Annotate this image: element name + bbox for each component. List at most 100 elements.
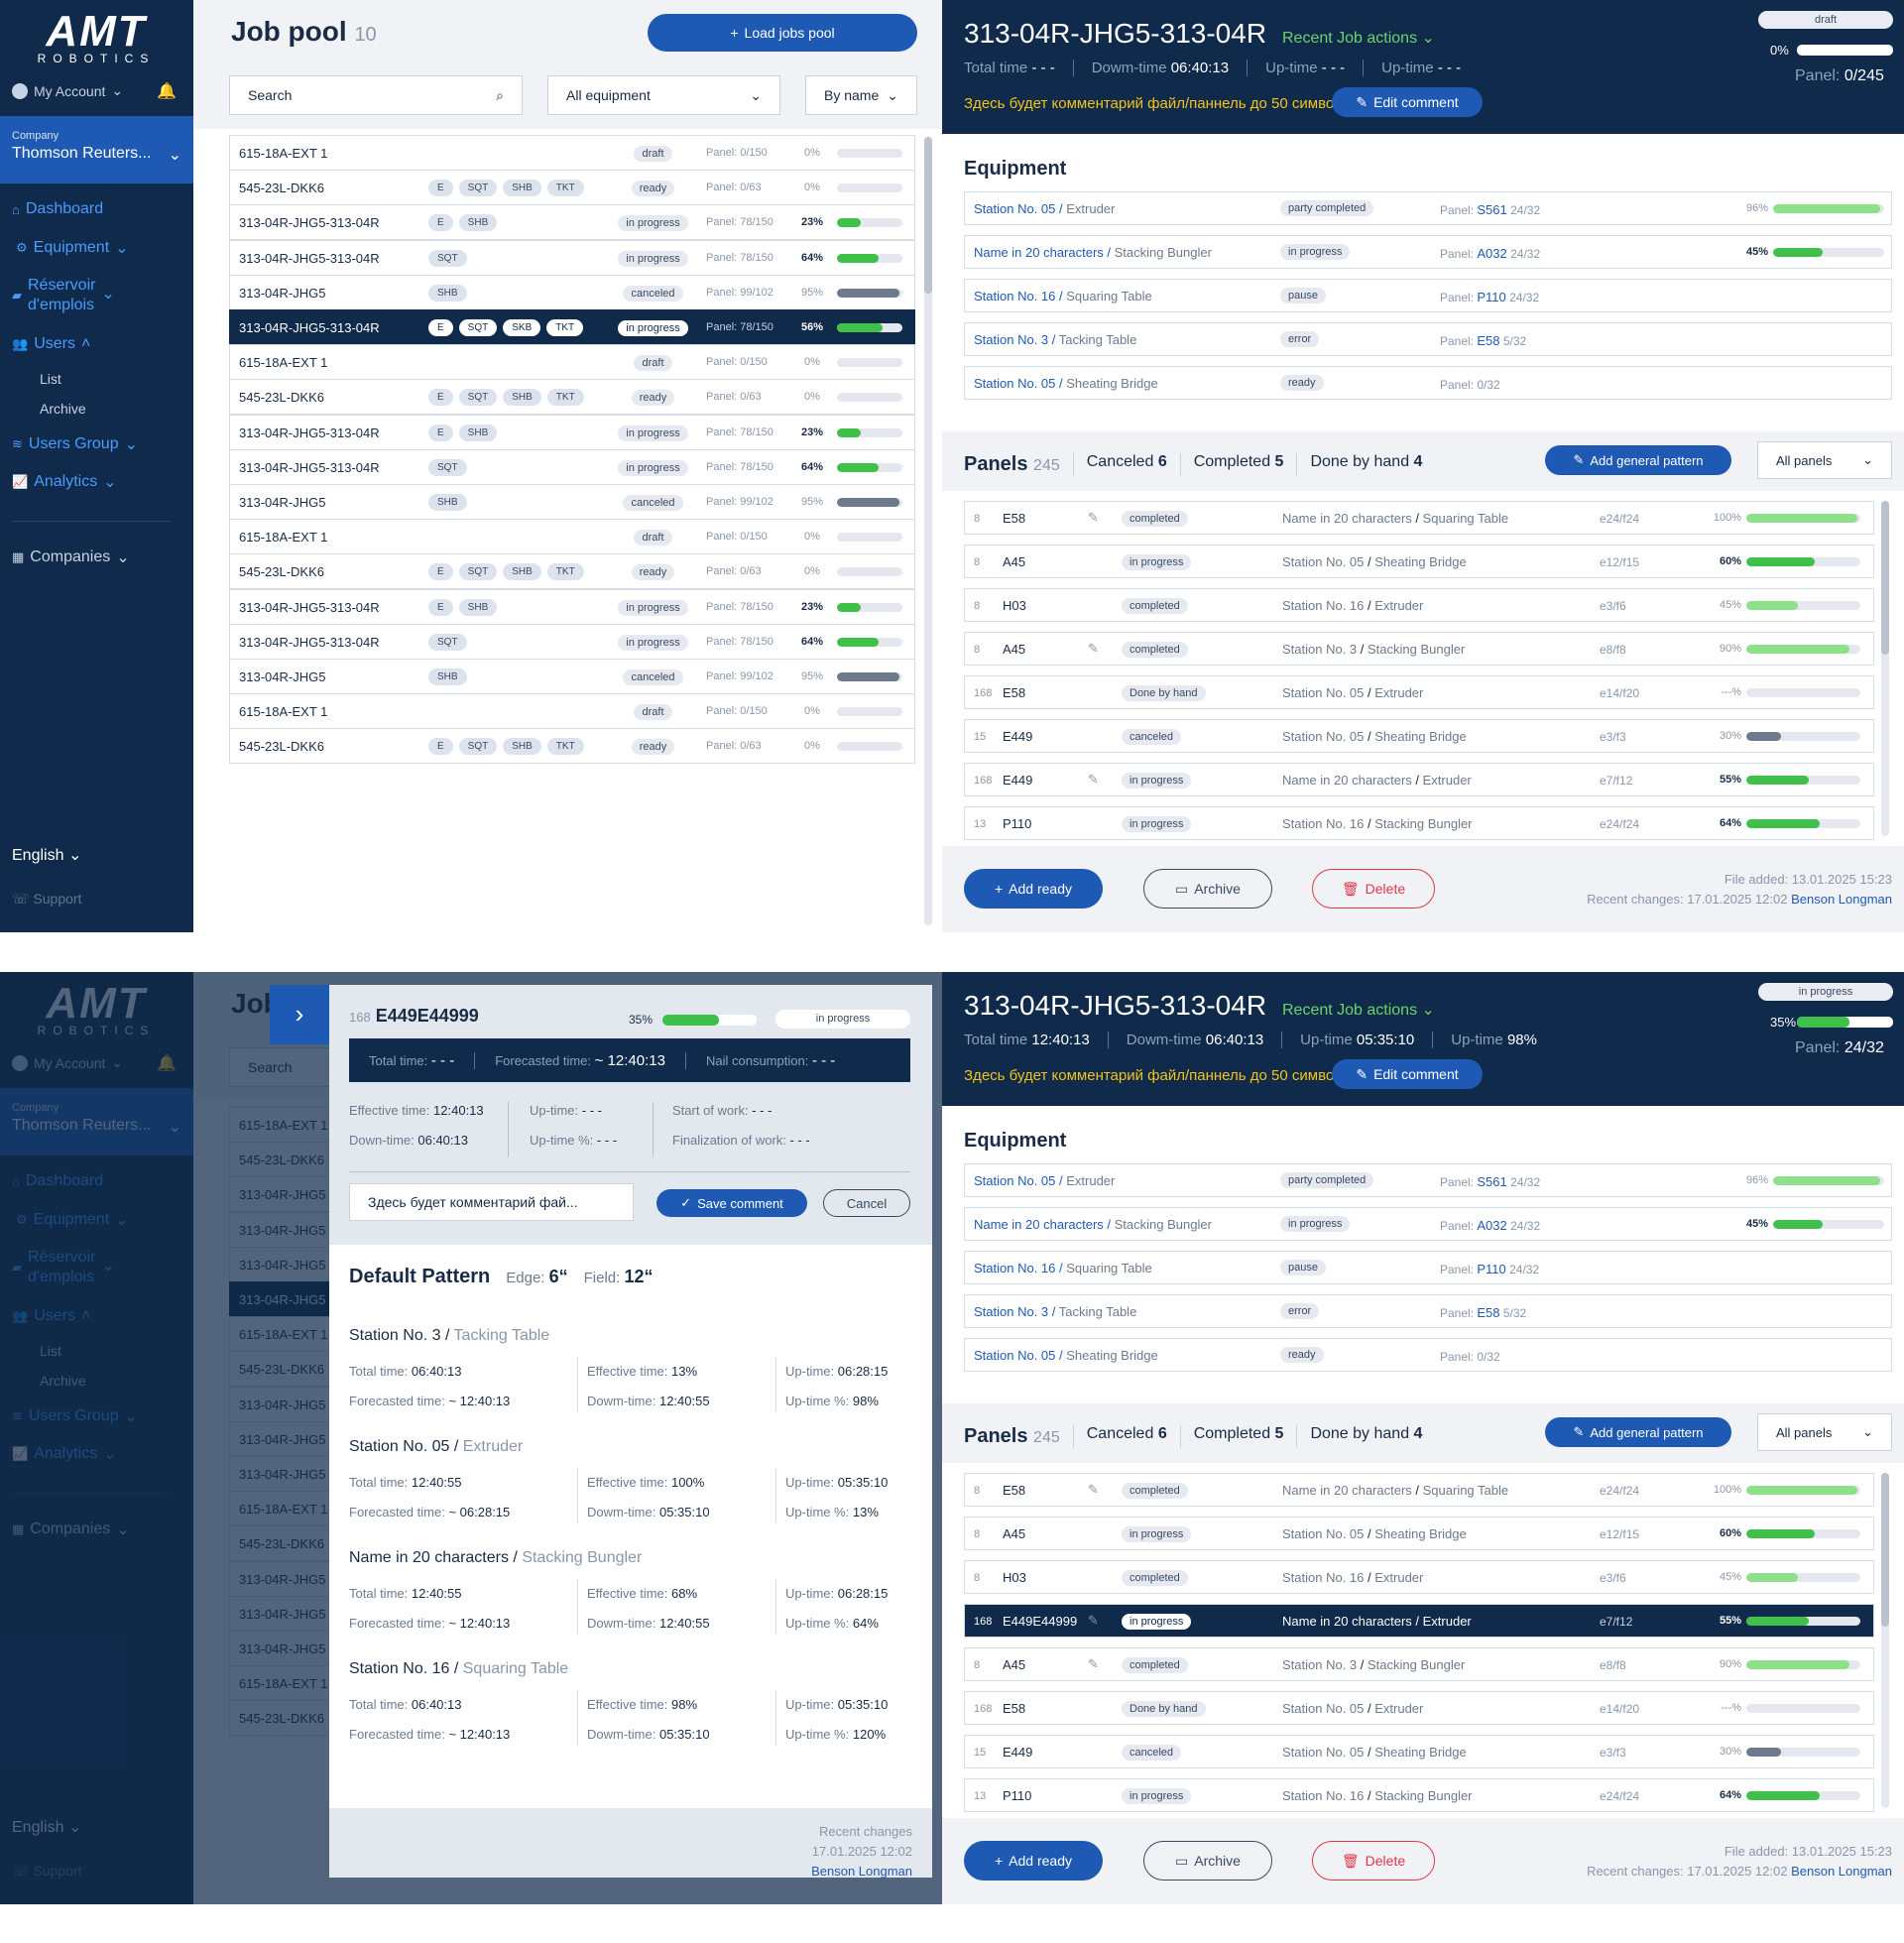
pencil-icon[interactable]: ✎ bbox=[1088, 1482, 1099, 1497]
panel-row[interactable]: 8 E58 ✎ completed Name in 20 characters … bbox=[964, 1473, 1874, 1507]
job-row[interactable]: 313-04R-JHG5 SHB canceled Panel: 99/102 … bbox=[229, 484, 915, 520]
job-row[interactable]: 615-18A-EXT 1 draft Panel: 0/150 0% bbox=[229, 344, 915, 381]
canceled-count[interactable]: Canceled 6 bbox=[1072, 453, 1180, 476]
completed-count[interactable]: Completed 5 bbox=[1179, 1425, 1297, 1448]
panels-filter-select[interactable]: All panels ⌄ bbox=[1757, 441, 1892, 479]
panel-row[interactable]: 8 H03 completed Station No. 16 / Extrude… bbox=[964, 588, 1874, 622]
equipment-row[interactable]: Station No. 3 / Tacking Table error Pane… bbox=[964, 322, 1892, 356]
comment-input[interactable]: Здесь будет комментарий фай... bbox=[349, 1183, 634, 1221]
panel-list-scrollbar[interactable] bbox=[1881, 501, 1889, 836]
job-row[interactable]: 615-18A-EXT 1 draft Panel: 0/150 0% bbox=[229, 519, 915, 555]
completed-count[interactable]: Completed 5 bbox=[1179, 453, 1297, 476]
panel-code[interactable]: E58 bbox=[1477, 1305, 1500, 1320]
job-row[interactable]: 313-04R-JHG5 SHB canceled Panel: 99/102 … bbox=[229, 274, 915, 310]
panel-row[interactable]: 8 A45 in progress Station No. 05 / Sheat… bbox=[964, 545, 1874, 578]
job-row[interactable]: 313-04R-JHG5-313-04R E SHB in progress Pa… bbox=[229, 204, 915, 241]
user-link[interactable]: Benson Longman bbox=[811, 1864, 912, 1879]
pencil-icon[interactable]: ✎ bbox=[1088, 510, 1099, 525]
job-row[interactable]: 313-04R-JHG5-313-04R E SQT SKB TKT in progr… bbox=[229, 309, 915, 345]
equipment-row[interactable]: Name in 20 characters / Stacking Bungler… bbox=[964, 1207, 1892, 1241]
panel-code[interactable]: A032 bbox=[1477, 246, 1507, 261]
equipment-row[interactable]: Station No. 05 / Sheating Bridge ready P… bbox=[964, 366, 1892, 400]
scrollbar-thumb[interactable] bbox=[1881, 501, 1889, 655]
job-row[interactable]: 313-04R-JHG5-313-04R SQT in progress Pan… bbox=[229, 623, 915, 660]
nav-users-archive[interactable]: Archive bbox=[40, 401, 86, 417]
nav-users-list[interactable]: List bbox=[40, 371, 61, 387]
nav-dashboard[interactable]: ⌂ Dashboard bbox=[12, 200, 103, 218]
panel-row[interactable]: 8 A45 ✎ completed Station No. 3 / Stacki… bbox=[964, 1647, 1874, 1681]
equipment-filter-select[interactable]: All equipment ⌄ bbox=[547, 75, 780, 115]
nav-companies[interactable]: ▦ Companies ⌄ bbox=[12, 547, 130, 567]
nav-users-group[interactable]: ≋ Users Group ⌄ bbox=[12, 434, 138, 454]
bell-icon[interactable]: 🔔 bbox=[157, 83, 177, 100]
job-row[interactable]: 313-04R-JHG5-313-04R SQT in progress Pan… bbox=[229, 448, 915, 485]
job-row[interactable]: 313-04R-JHG5-313-04R SQT in progress Pan… bbox=[229, 239, 915, 276]
archive-button[interactable]: ▭ Archive bbox=[1143, 1841, 1272, 1881]
panel-row[interactable]: 13 P110 in progress Station No. 16 / Sta… bbox=[964, 1778, 1874, 1812]
add-general-pattern-button[interactable]: ✎ Add general pattern bbox=[1545, 1417, 1731, 1447]
pencil-icon[interactable]: ✎ bbox=[1088, 772, 1099, 787]
language-selector[interactable]: English ⌄ bbox=[12, 845, 81, 865]
panels-filter-select[interactable]: All panels ⌄ bbox=[1757, 1413, 1892, 1451]
sort-select[interactable]: By name ⌄ bbox=[805, 75, 917, 115]
edit-comment-button[interactable]: ✎ Edit comment bbox=[1332, 1059, 1483, 1089]
job-row[interactable]: 313-04R-JHG5-313-04R E SHB in progress Pa… bbox=[229, 414, 915, 450]
delete-button[interactable]: 🗑 Delete bbox=[1312, 1841, 1435, 1881]
archive-button[interactable]: ▭ Archive bbox=[1143, 869, 1272, 909]
user-link[interactable]: Benson Longman bbox=[1791, 892, 1892, 907]
nav-equipment[interactable]: ⚙ Equipment ⌄ bbox=[16, 238, 129, 258]
load-jobs-pool-button[interactable]: + Load jobs pool bbox=[648, 14, 917, 52]
edit-comment-button[interactable]: ✎ Edit comment bbox=[1332, 87, 1483, 117]
scrollbar-thumb[interactable] bbox=[1881, 1473, 1889, 1627]
add-ready-button[interactable]: + Add ready bbox=[964, 869, 1103, 909]
job-row[interactable]: 545-23L-DKK6 E SQT SHB TKT ready Panel: 0/6… bbox=[229, 379, 915, 416]
add-general-pattern-button[interactable]: ✎ Add general pattern bbox=[1545, 445, 1731, 475]
job-list-scrollbar[interactable] bbox=[924, 137, 932, 925]
panel-row[interactable]: 15 E449 canceled Station No. 05 / Sheati… bbox=[964, 1735, 1874, 1768]
my-account-menu[interactable]: My Account ⌄ bbox=[12, 82, 123, 99]
panel-row[interactable]: 8 H03 completed Station No. 16 / Extrude… bbox=[964, 1560, 1874, 1594]
recent-job-actions-menu[interactable]: Recent Job actions ⌄ bbox=[1282, 1000, 1435, 1020]
panel-code[interactable]: P110 bbox=[1477, 290, 1506, 304]
cancel-button[interactable]: Cancel bbox=[823, 1189, 910, 1217]
panel-row[interactable]: 13 P110 in progress Station No. 16 / Sta… bbox=[964, 806, 1874, 840]
panel-code[interactable]: P110 bbox=[1477, 1262, 1506, 1276]
job-row[interactable]: 545-23L-DKK6 E SQT SHB TKT ready Panel: 0/6… bbox=[229, 553, 915, 590]
panel-row[interactable]: 168 E449 ✎ in progress Name in 20 charac… bbox=[964, 763, 1874, 796]
nav-reservoir[interactable]: ▰ Réservoir d'emplois ⌄ bbox=[12, 276, 115, 315]
by-hand-count[interactable]: Done by hand 4 bbox=[1296, 453, 1435, 476]
job-row[interactable]: 545-23L-DKK6 E SQT SHB TKT ready Panel: 0/6… bbox=[229, 728, 915, 765]
equipment-row[interactable]: Name in 20 characters / Stacking Bungler… bbox=[964, 235, 1892, 269]
panel-code[interactable]: S561 bbox=[1477, 202, 1507, 217]
recent-job-actions-menu[interactable]: Recent Job actions ⌄ bbox=[1282, 28, 1435, 48]
panel-row[interactable]: 168 E58 Done by hand Station No. 05 / Ex… bbox=[964, 1691, 1874, 1725]
panel-code[interactable]: A032 bbox=[1477, 1218, 1507, 1233]
equipment-row[interactable]: Station No. 05 / Sheating Bridge ready P… bbox=[964, 1338, 1892, 1372]
equipment-row[interactable]: Station No. 3 / Tacking Table error Pane… bbox=[964, 1294, 1892, 1328]
equipment-row[interactable]: Station No. 16 / Squaring Table pause Pa… bbox=[964, 1251, 1892, 1284]
pencil-icon[interactable]: ✎ bbox=[1088, 641, 1099, 656]
job-row[interactable]: 313-04R-JHG5 SHB canceled Panel: 99/102 … bbox=[229, 659, 915, 694]
add-ready-button[interactable]: + Add ready bbox=[964, 1841, 1103, 1881]
nav-analytics[interactable]: 📈 Analytics ⌄ bbox=[12, 472, 117, 492]
by-hand-count[interactable]: Done by hand 4 bbox=[1296, 1425, 1435, 1448]
equipment-row[interactable]: Station No. 05 / Extruder party complete… bbox=[964, 1163, 1892, 1197]
company-selector[interactable]: Company Thomson Reuters... ⌄ bbox=[0, 116, 193, 183]
scrollbar-thumb[interactable] bbox=[924, 137, 932, 294]
panel-code[interactable]: E58 bbox=[1477, 333, 1500, 348]
chevron-right-icon[interactable]: › bbox=[270, 985, 329, 1044]
canceled-count[interactable]: Canceled 6 bbox=[1072, 1425, 1180, 1448]
equipment-row[interactable]: Station No. 16 / Squaring Table pause Pa… bbox=[964, 279, 1892, 312]
delete-button[interactable]: 🗑 Delete bbox=[1312, 869, 1435, 909]
panel-row[interactable]: 168 E58 Done by hand Station No. 05 / Ex… bbox=[964, 675, 1874, 709]
panel-list-scrollbar[interactable] bbox=[1881, 1473, 1889, 1808]
equipment-row[interactable]: Station No. 05 / Extruder party complete… bbox=[964, 191, 1892, 225]
user-link[interactable]: Benson Longman bbox=[1791, 1864, 1892, 1879]
panel-row[interactable]: 8 A45 in progress Station No. 05 / Sheat… bbox=[964, 1517, 1874, 1550]
pencil-icon[interactable]: ✎ bbox=[1088, 1656, 1099, 1671]
job-row[interactable]: 615-18A-EXT 1 draft Panel: 0/150 0% bbox=[229, 135, 915, 171]
panel-row[interactable]: 8 A45 ✎ completed Station No. 3 / Stacki… bbox=[964, 632, 1874, 666]
panel-code[interactable]: S561 bbox=[1477, 1174, 1507, 1189]
panel-row[interactable]: 15 E449 canceled Station No. 05 / Sheati… bbox=[964, 719, 1874, 753]
search-input[interactable]: Search ⌕ bbox=[229, 75, 523, 115]
